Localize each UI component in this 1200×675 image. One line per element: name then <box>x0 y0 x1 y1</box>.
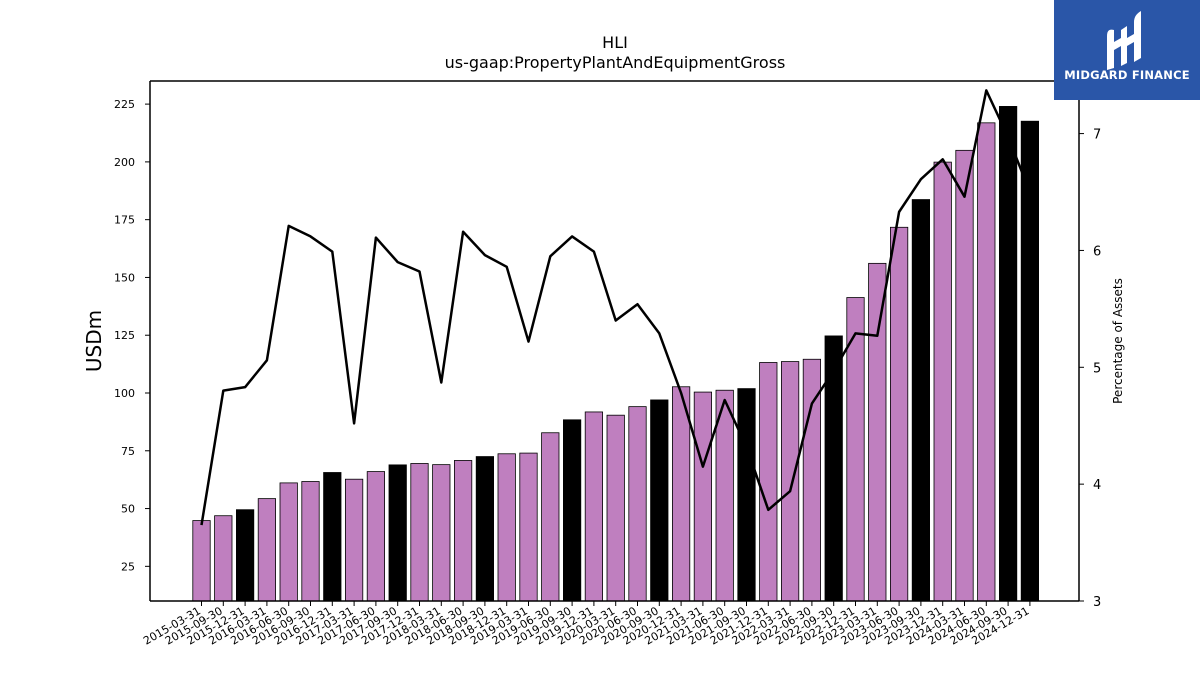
bar-2023-06-30 <box>890 226 909 602</box>
bar-2019-06-30 <box>541 432 560 602</box>
y2-tick-label: 6 <box>1093 244 1101 259</box>
bar-2024-03-31 <box>955 149 974 602</box>
bar-2017-12-31 <box>410 463 429 602</box>
bar-2018-09-30 <box>475 456 495 602</box>
chart-subtitle: us-gaap:PropertyPlantAndEquipmentGross <box>445 53 786 72</box>
y-tick-label: 125 <box>114 329 135 342</box>
bar-2017-09-30 <box>388 464 407 602</box>
bar-2024-06-30 <box>977 122 996 602</box>
bar-2022-03-31 <box>781 361 800 602</box>
y-tick-label: 75 <box>121 445 135 458</box>
y-axis-label: USDm <box>82 310 106 372</box>
bar-2015-09-30 <box>214 515 233 602</box>
bar-2022-09-30 <box>824 335 843 602</box>
y-tick-label: 200 <box>114 156 135 169</box>
bar-2019-09-30 <box>563 419 582 602</box>
bar-2018-12-31 <box>497 453 516 602</box>
y2-tick-label: 5 <box>1093 361 1101 376</box>
y2-axis-label: Percentage of Assets <box>1111 278 1125 404</box>
y-tick-label: 25 <box>121 560 135 573</box>
bar-2019-12-31 <box>584 411 604 602</box>
bar-2019-03-31 <box>519 452 538 602</box>
bar-2015-12-31 <box>235 509 255 602</box>
bar-2024-12-31 <box>1020 120 1040 602</box>
bar-2020-03-31 <box>606 414 625 602</box>
bar-2023-03-31 <box>868 262 887 602</box>
bar-2023-12-31 <box>933 161 952 602</box>
bar-2015-03-31 <box>192 520 211 602</box>
bar-2016-12-31 <box>323 472 342 602</box>
chart-title: HLI <box>602 33 628 52</box>
bar-2016-06-30 <box>279 482 298 602</box>
bar-2023-09-30 <box>911 199 931 602</box>
y-tick-label: 150 <box>114 271 135 284</box>
y2-tick-label: 7 <box>1093 128 1101 143</box>
logo-mark-icon <box>1107 11 1141 70</box>
percentage-line <box>200 89 1032 526</box>
bar-2024-09-30 <box>999 106 1018 602</box>
bar-2020-06-30 <box>628 406 647 602</box>
y-tick-label: 225 <box>114 98 135 111</box>
bar-2021-03-31 <box>693 391 713 602</box>
bar-2020-12-31 <box>672 386 691 602</box>
bar-2020-09-30 <box>650 399 669 602</box>
bar-2018-06-30 <box>453 460 473 602</box>
bar-2021-12-31 <box>759 362 778 602</box>
brand-logo: MIDGARD FINANCE <box>1054 0 1200 100</box>
bar-2018-03-31 <box>432 464 451 602</box>
y-tick-label: 175 <box>114 214 135 227</box>
bar-2017-03-31 <box>344 478 364 602</box>
bar-group <box>192 106 1040 602</box>
y-tick-label: 50 <box>121 503 135 516</box>
y-tick-label: 100 <box>114 387 135 400</box>
bar-2016-03-31 <box>257 498 277 602</box>
bar-2016-09-30 <box>301 481 320 602</box>
bar-2017-06-30 <box>366 471 386 602</box>
line-group <box>200 89 1032 526</box>
y2-tick-label: 4 <box>1093 478 1101 493</box>
bar-2021-09-30 <box>737 388 756 602</box>
brand-logo-text: MIDGARD FINANCE <box>1064 68 1190 82</box>
y2-tick-label: 3 <box>1093 595 1101 610</box>
axes: 255075100125150175200225345672015-03-312… <box>114 80 1101 648</box>
